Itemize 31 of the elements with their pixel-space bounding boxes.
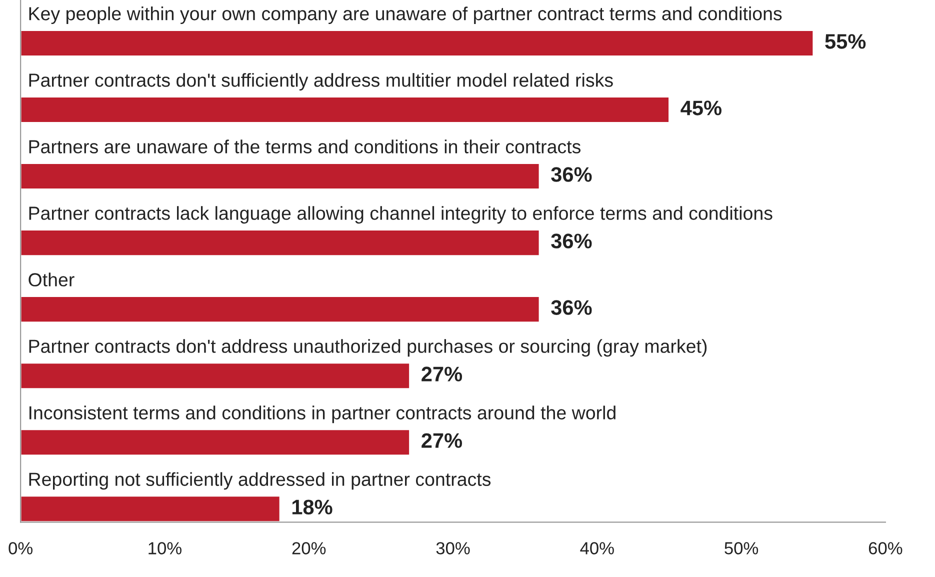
- bar: [20, 362, 410, 390]
- bar: [20, 428, 410, 456]
- y-tick-label: Partner contracts lack language allowing channel integrity to enforce terms and conditions: [29, 206, 772, 224]
- bar: [20, 162, 540, 190]
- y-tick-label: Reporting not sufficiently addressed in partner contracts: [29, 472, 491, 490]
- bar: [20, 96, 670, 124]
- bar: [20, 30, 814, 57]
- data-label: 55%: [825, 34, 866, 49]
- y-tick-label: Inconsistent terms and conditions in partner contracts around the world: [30, 406, 616, 424]
- bar: [20, 229, 540, 256]
- y-tick-label: Partner contracts don't sufficiently address multitier model related risks: [29, 73, 613, 91]
- data-label: 36%: [551, 234, 592, 248]
- x-tick-label: 20%: [292, 542, 326, 554]
- data-label: 36%: [551, 300, 592, 315]
- data-label: 27%: [422, 433, 462, 448]
- y-tick-label: Key people within your own company are unaware of partner contract terms and conditions: [29, 6, 782, 24]
- y-tick-label: Partner contracts don't address unauthorized purchases or sourcing (gray market): [29, 339, 707, 357]
- x-tick-label: 10%: [148, 542, 182, 554]
- y-tick-label: Partners are unaware of the terms and conditions in their contracts: [29, 140, 581, 154]
- x-tick-label: 0%: [8, 542, 32, 554]
- data-label: 18%: [292, 500, 332, 514]
- x-tick-label: 60%: [868, 542, 902, 554]
- bar: [20, 495, 281, 522]
- x-tick-label: 50%: [724, 542, 758, 554]
- bar: [20, 296, 540, 323]
- data-label: 27%: [422, 366, 462, 382]
- data-label: 45%: [680, 100, 722, 116]
- data-label: 36%: [551, 167, 592, 182]
- x-tick-label: 40%: [580, 542, 614, 554]
- x-tick-label: 30%: [436, 542, 470, 554]
- y-tick-label: Other: [28, 272, 74, 286]
